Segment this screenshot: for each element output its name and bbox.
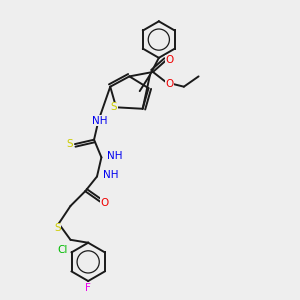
Text: S: S <box>54 223 61 233</box>
Text: O: O <box>166 55 174 65</box>
Text: F: F <box>85 283 91 292</box>
Text: Cl: Cl <box>57 245 68 255</box>
Text: O: O <box>166 79 174 89</box>
Text: NH: NH <box>107 151 122 161</box>
Text: O: O <box>100 198 109 208</box>
Text: S: S <box>66 139 73 149</box>
Text: NH: NH <box>103 170 118 180</box>
Text: S: S <box>110 102 117 112</box>
Text: NH: NH <box>92 116 108 126</box>
